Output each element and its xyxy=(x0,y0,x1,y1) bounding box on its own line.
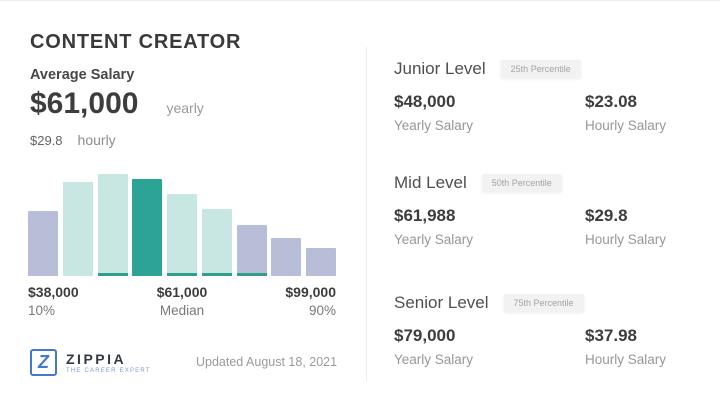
axis-annotation-p10: $38,000 10% xyxy=(28,284,131,318)
average-hourly-row: $29.8 hourly xyxy=(30,132,116,148)
level-name: Junior Level xyxy=(394,59,486,78)
level-values: $61,988 Yearly Salary $29.8 Hourly Salar… xyxy=(394,206,710,247)
level-name: Mid Level xyxy=(394,173,467,192)
level-section-senior: Senior Level 75th Percentile $79,000 Yea… xyxy=(394,293,710,367)
average-yearly-row: $61,000 yearly xyxy=(30,87,204,121)
level-values: $79,000 Yearly Salary $37.98 Hourly Sala… xyxy=(394,326,710,367)
level-header: Mid Level 50th Percentile xyxy=(394,173,710,193)
zippia-logo-text: ZIPPIA THE CAREER EXPERT xyxy=(66,351,151,374)
yearly-label: Yearly Salary xyxy=(394,352,474,367)
histogram-bar-2 xyxy=(97,174,128,276)
hourly-value: $29.8 xyxy=(585,206,628,225)
level-section-mid: Mid Level 50th Percentile $61,988 Yearly… xyxy=(394,173,710,247)
p10-value: $38,000 xyxy=(28,284,79,300)
yearly-value: $61,988 xyxy=(394,206,456,225)
histogram-bar-4 xyxy=(167,194,197,276)
hourly-value: $23.08 xyxy=(585,92,637,111)
p90-label: 90% xyxy=(308,303,336,318)
yearly-column: $48,000 Yearly Salary xyxy=(394,92,585,133)
yearly-value: $79,000 xyxy=(394,326,456,345)
histogram-axis-labels: $38,000 10% $61,000 Median $99,000 90% xyxy=(28,284,336,318)
zippia-logo-tagline: THE CAREER EXPERT xyxy=(66,368,151,374)
hourly-label: Hourly Salary xyxy=(585,118,667,133)
histogram-bar-5 xyxy=(201,209,232,276)
hourly-label: Hourly Salary xyxy=(585,352,667,367)
zippia-logo-letter: Z xyxy=(38,352,49,372)
axis-annotation-p90: $99,000 90% xyxy=(233,284,336,318)
average-hourly-unit: hourly xyxy=(77,132,116,148)
percentile-badge: 50th Percentile xyxy=(481,174,562,192)
yearly-label: Yearly Salary xyxy=(394,232,474,247)
average-hourly-value: $29.8 xyxy=(30,133,63,148)
histogram-bar-7 xyxy=(271,238,302,276)
level-values: $48,000 Yearly Salary $23.08 Hourly Sala… xyxy=(394,92,710,133)
histogram-bar-8 xyxy=(306,248,336,276)
yearly-column: $61,988 Yearly Salary xyxy=(394,206,585,247)
yearly-label: Yearly Salary xyxy=(394,118,474,133)
yearly-column: $79,000 Yearly Salary xyxy=(394,326,585,367)
percentile-badge: 25th Percentile xyxy=(500,60,581,78)
level-name: Senior Level xyxy=(394,293,489,312)
hourly-label: Hourly Salary xyxy=(585,232,667,247)
page-title: CONTENT CREATOR xyxy=(30,31,242,53)
axis-annotation-median: $61,000 Median xyxy=(131,284,234,318)
average-yearly-unit: yearly xyxy=(166,100,204,116)
histogram-bar-0 xyxy=(28,211,58,276)
histogram-bar-6 xyxy=(236,225,267,276)
level-header: Junior Level 25th Percentile xyxy=(394,59,710,79)
percentile-badge: 75th Percentile xyxy=(503,294,584,312)
median-label: Median xyxy=(159,303,205,318)
yearly-value: $48,000 xyxy=(394,92,456,111)
average-yearly-value: $61,000 xyxy=(30,87,139,120)
hourly-column: $29.8 Hourly Salary xyxy=(585,206,710,247)
updated-date: Updated August 18, 2021 xyxy=(196,355,338,369)
vertical-divider xyxy=(366,47,367,381)
average-salary-label: Average Salary xyxy=(30,67,135,83)
level-header: Senior Level 75th Percentile xyxy=(394,293,710,313)
hourly-column: $23.08 Hourly Salary xyxy=(585,92,710,133)
zippia-logo[interactable]: Z ZIPPIA THE CAREER EXPERT xyxy=(30,349,151,376)
level-section-junior: Junior Level 25th Percentile $48,000 Yea… xyxy=(394,59,710,133)
zippia-logo-icon: Z xyxy=(30,349,57,376)
zippia-logo-name: ZIPPIA xyxy=(66,351,127,367)
p10-label: 10% xyxy=(28,303,56,318)
histogram-bar-1 xyxy=(62,182,93,276)
median-value: $61,000 xyxy=(156,284,208,300)
hourly-column: $37.98 Hourly Salary xyxy=(585,326,710,367)
hourly-value: $37.98 xyxy=(585,326,637,345)
p90-value: $99,000 xyxy=(285,284,336,300)
histogram-bar-3 xyxy=(132,179,163,276)
salary-histogram xyxy=(28,174,336,276)
